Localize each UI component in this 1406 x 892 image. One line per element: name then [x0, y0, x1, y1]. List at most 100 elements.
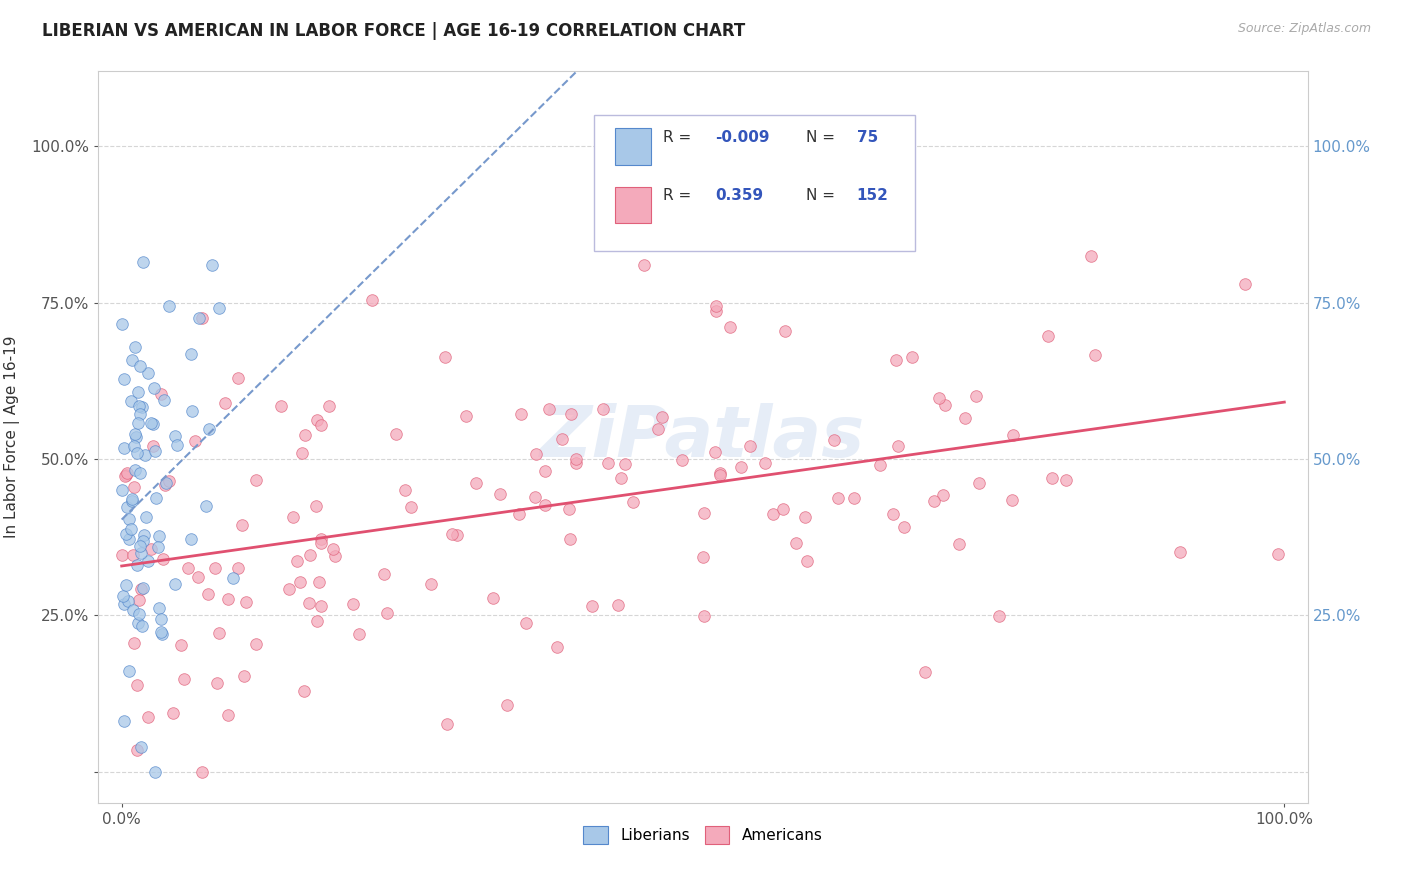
- Point: [796, 554, 818, 568]
- Point: [349, 627, 371, 641]
- Point: [117, 500, 139, 514]
- Point: [190, 764, 212, 779]
- Point: [1267, 548, 1289, 562]
- Point: [114, 578, 136, 592]
- Point: [508, 508, 530, 522]
- Point: [115, 467, 138, 482]
- Point: [231, 517, 253, 532]
- Point: [288, 574, 311, 589]
- Point: [560, 407, 582, 421]
- Point: [122, 635, 145, 649]
- Point: [298, 548, 321, 562]
- Point: [1038, 329, 1060, 343]
- Point: [134, 528, 156, 542]
- Point: [214, 396, 236, 410]
- Point: [647, 421, 669, 435]
- Point: [318, 399, 340, 413]
- Point: [112, 441, 135, 455]
- Point: [128, 539, 150, 553]
- FancyBboxPatch shape: [595, 115, 915, 251]
- Point: [152, 552, 174, 566]
- Point: [464, 476, 486, 491]
- Point: [704, 299, 727, 313]
- Point: [124, 430, 146, 444]
- Text: -0.009: -0.009: [716, 129, 769, 145]
- Point: [762, 507, 785, 521]
- Point: [138, 554, 160, 568]
- Point: [129, 739, 152, 754]
- Point: [117, 466, 139, 480]
- Point: [121, 602, 143, 616]
- Point: [270, 400, 292, 414]
- Point: [592, 402, 614, 417]
- Point: [564, 452, 586, 467]
- Text: ZiPatlas: ZiPatlas: [540, 402, 866, 472]
- Point: [375, 606, 398, 620]
- Point: [132, 254, 155, 268]
- Text: R =: R =: [664, 129, 696, 145]
- Point: [165, 577, 187, 591]
- Point: [121, 494, 143, 508]
- Point: [1001, 427, 1024, 442]
- Point: [135, 509, 157, 524]
- Point: [124, 439, 146, 453]
- Point: [141, 542, 163, 557]
- Point: [399, 500, 422, 515]
- Point: [131, 619, 153, 633]
- Point: [738, 439, 761, 453]
- Point: [177, 561, 200, 575]
- Point: [524, 447, 547, 461]
- Point: [277, 582, 299, 597]
- Point: [693, 608, 716, 623]
- Point: [533, 498, 555, 512]
- Point: [309, 417, 332, 432]
- Point: [129, 359, 152, 373]
- Point: [197, 587, 219, 601]
- Point: [311, 536, 333, 550]
- Point: [148, 529, 170, 543]
- Point: [794, 510, 817, 524]
- Point: [934, 398, 956, 412]
- Point: [551, 432, 574, 446]
- Point: [772, 502, 794, 516]
- Point: [112, 597, 135, 611]
- Point: [454, 409, 477, 424]
- Point: [730, 460, 752, 475]
- Point: [124, 427, 146, 442]
- Point: [127, 416, 149, 430]
- Point: [884, 353, 907, 368]
- Point: [692, 549, 714, 564]
- Point: [651, 409, 673, 424]
- Point: [121, 492, 143, 507]
- Point: [613, 457, 636, 471]
- Point: [145, 491, 167, 505]
- Point: [127, 558, 149, 572]
- Point: [482, 591, 505, 606]
- Point: [557, 502, 579, 516]
- Point: [948, 537, 970, 551]
- Point: [509, 407, 531, 421]
- Point: [204, 560, 226, 574]
- Point: [180, 532, 202, 546]
- Point: [1001, 493, 1024, 508]
- Point: [285, 554, 308, 568]
- Text: 75: 75: [856, 129, 877, 145]
- Point: [308, 574, 330, 589]
- Point: [120, 522, 142, 536]
- Point: [142, 439, 165, 453]
- Point: [117, 594, 139, 608]
- Point: [121, 548, 143, 562]
- Point: [153, 478, 176, 492]
- Point: [132, 534, 155, 549]
- Point: [718, 319, 741, 334]
- Point: [201, 259, 224, 273]
- Text: 152: 152: [856, 188, 889, 203]
- Point: [157, 299, 180, 313]
- Point: [155, 476, 177, 491]
- Point: [118, 532, 141, 546]
- Point: [153, 392, 176, 407]
- Point: [598, 456, 620, 470]
- Point: [127, 385, 149, 400]
- Point: [217, 708, 239, 723]
- Point: [703, 444, 725, 458]
